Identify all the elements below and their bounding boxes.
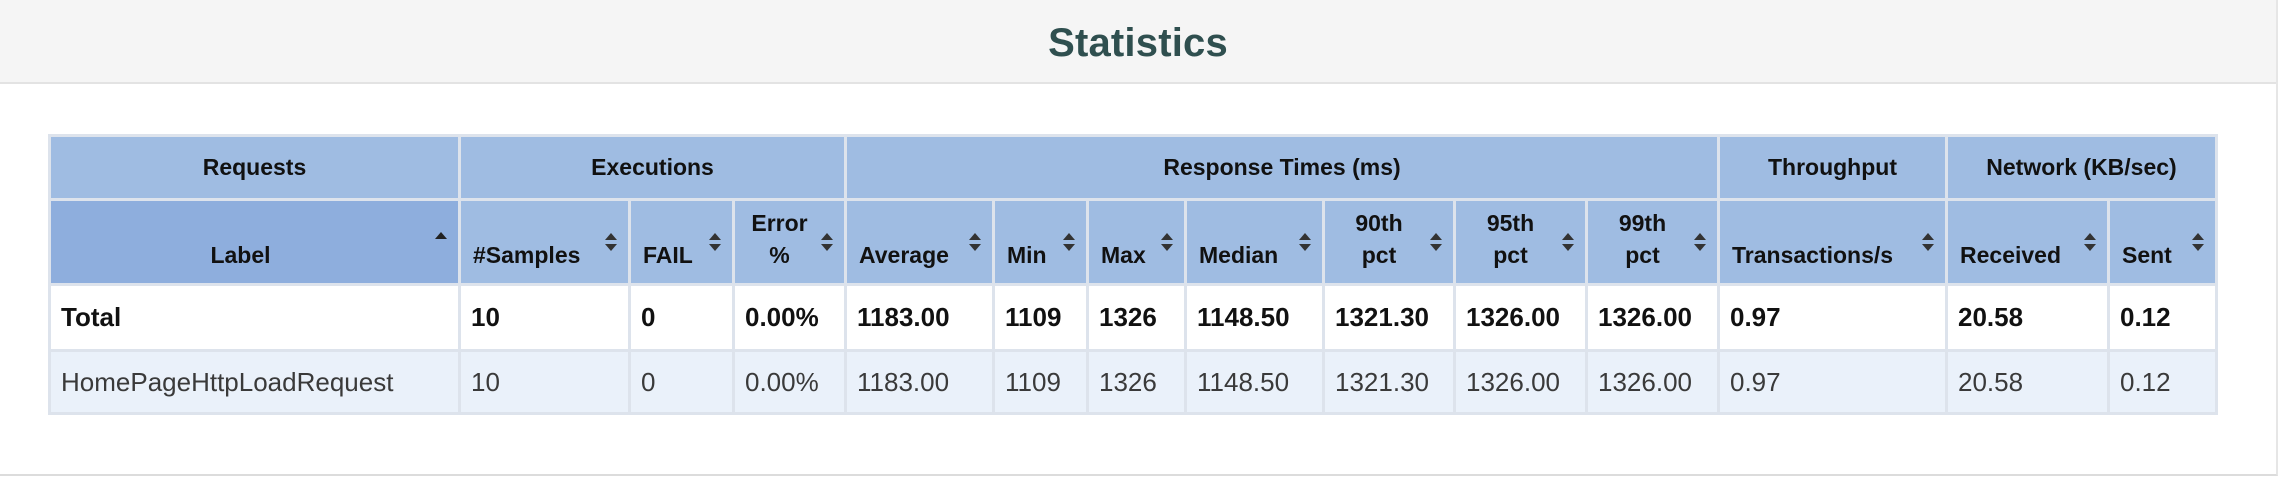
sort-both-icon xyxy=(1694,233,1706,251)
column-header-fail[interactable]: FAIL xyxy=(628,198,735,286)
column-header-average[interactable]: Average xyxy=(844,198,995,286)
sort-both-icon xyxy=(605,233,617,251)
cell-90th-pct: 1321.30 xyxy=(1322,283,1456,352)
cell-fail: 0 xyxy=(628,283,735,352)
sort-both-icon xyxy=(709,233,721,251)
group-header-response-times: Response Times (ms) xyxy=(844,134,1720,201)
cell-95th-pct: 1326.00 xyxy=(1453,349,1588,415)
column-header-label: Transactions/s xyxy=(1732,242,1894,268)
cell-received: 20.58 xyxy=(1945,349,2110,415)
cell-transactions-per-sec: 0.97 xyxy=(1717,283,1948,352)
cell-samples: 10 xyxy=(458,349,631,415)
column-header-90th-pct[interactable]: 90th pct xyxy=(1322,198,1456,286)
cell-median: 1148.50 xyxy=(1184,349,1325,415)
cell-label: Total xyxy=(48,283,461,352)
column-header-row: Label #Samples FAIL Error% Average Min Max Medi… xyxy=(48,198,2218,286)
column-header-label-line2: pct xyxy=(1625,242,1660,268)
column-header-error-pct[interactable]: Error% xyxy=(732,198,847,286)
group-header-row: Requests Executions Response Times (ms) … xyxy=(48,134,2218,201)
column-header-min[interactable]: Min xyxy=(992,198,1089,286)
cell-error-pct: 0.00% xyxy=(732,283,847,352)
sort-both-icon xyxy=(821,233,833,251)
column-header-label[interactable]: Label xyxy=(48,198,461,286)
statistics-panel: Statistics Requests Executions Response … xyxy=(0,0,2278,476)
sort-ascending-icon xyxy=(435,232,447,239)
sort-both-icon xyxy=(1562,233,1574,251)
sort-both-icon xyxy=(1430,233,1442,251)
column-header-label: 90th xyxy=(1355,210,1403,236)
cell-99th-pct: 1326.00 xyxy=(1585,349,1720,415)
cell-99th-pct: 1326.00 xyxy=(1585,283,1720,352)
cell-label: HomePageHttpLoadRequest xyxy=(48,349,461,415)
panel-heading: Statistics xyxy=(0,0,2276,84)
group-header-requests: Requests xyxy=(48,134,461,201)
cell-max: 1326 xyxy=(1086,349,1187,415)
cell-average: 1183.00 xyxy=(844,283,995,352)
total-row: Total 10 0 0.00% 1183.00 1109 1326 1148.50 1321.… xyxy=(48,283,2218,352)
column-header-label: Average xyxy=(859,242,949,268)
column-header-max[interactable]: Max xyxy=(1086,198,1187,286)
column-header-label: Min xyxy=(1007,242,1047,268)
sort-both-icon xyxy=(1063,233,1075,251)
table-body: Total 10 0 0.00% 1183.00 1109 1326 1148.50 1321.… xyxy=(48,283,2218,415)
group-header-executions: Executions xyxy=(458,134,847,201)
column-header-transactions-per-sec[interactable]: Transactions/s xyxy=(1717,198,1948,286)
table-row: HomePageHttpLoadRequest 10 0 0.00% 1183.00 11… xyxy=(48,349,2218,415)
cell-sent: 0.12 xyxy=(2107,283,2218,352)
column-header-label: Median xyxy=(1199,242,1279,268)
column-header-99th-pct[interactable]: 99th pct xyxy=(1585,198,1720,286)
cell-min: 1109 xyxy=(992,349,1089,415)
column-header-95th-pct[interactable]: 95th pct xyxy=(1453,198,1588,286)
sort-both-icon xyxy=(969,233,981,251)
column-header-label: Received xyxy=(1960,242,2062,268)
sort-both-icon xyxy=(1922,233,1934,251)
sort-both-icon xyxy=(2084,233,2096,251)
group-header-throughput: Throughput xyxy=(1717,134,1948,201)
column-header-label: Max xyxy=(1101,242,1146,268)
cell-average: 1183.00 xyxy=(844,349,995,415)
sort-both-icon xyxy=(1161,233,1173,251)
column-header-sent[interactable]: Sent xyxy=(2107,198,2218,286)
cell-max: 1326 xyxy=(1086,283,1187,352)
column-header-median[interactable]: Median xyxy=(1184,198,1325,286)
cell-median: 1148.50 xyxy=(1184,283,1325,352)
column-header-label-line2: pct xyxy=(1361,242,1397,268)
cell-fail: 0 xyxy=(628,349,735,415)
column-header-label: Error xyxy=(751,210,808,236)
statistics-table: Requests Executions Response Times (ms) … xyxy=(48,134,2218,415)
column-header-received[interactable]: Received xyxy=(1945,198,2110,286)
sort-both-icon xyxy=(1299,233,1311,251)
cell-sent: 0.12 xyxy=(2107,349,2218,415)
group-header-network: Network (KB/sec) xyxy=(1945,134,2218,201)
column-header-label: FAIL xyxy=(643,242,693,268)
column-header-label-line2: % xyxy=(769,242,790,268)
sort-both-icon xyxy=(2192,233,2204,251)
panel-title: Statistics xyxy=(1048,20,1228,65)
column-header-label-line2: pct xyxy=(1493,242,1528,268)
column-header-label: Label xyxy=(210,242,271,268)
cell-transactions-per-sec: 0.97 xyxy=(1717,349,1948,415)
column-header-label: 95th xyxy=(1486,210,1535,236)
column-header-label: 99th xyxy=(1618,210,1667,236)
cell-95th-pct: 1326.00 xyxy=(1453,283,1588,352)
cell-min: 1109 xyxy=(992,283,1089,352)
cell-error-pct: 0.00% xyxy=(732,349,847,415)
column-header-label: Sent xyxy=(2122,242,2172,268)
cell-90th-pct: 1321.30 xyxy=(1322,349,1456,415)
cell-received: 20.58 xyxy=(1945,283,2110,352)
cell-samples: 10 xyxy=(458,283,631,352)
column-header-label: #Samples xyxy=(473,242,581,268)
column-header-samples[interactable]: #Samples xyxy=(458,198,631,286)
